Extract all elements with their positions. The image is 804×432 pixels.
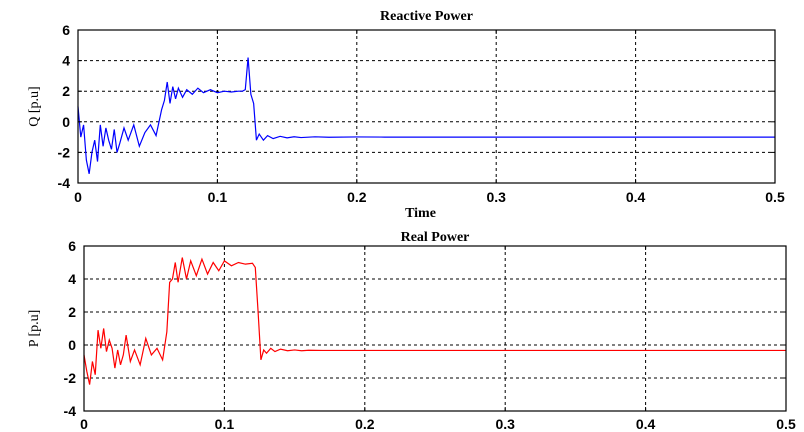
plot-frame xyxy=(83,245,787,412)
y-tick-label: 0 xyxy=(68,337,76,353)
series-line xyxy=(77,57,775,174)
x-tick-label: 0.2 xyxy=(347,189,367,205)
y-axis-label: P [p.u] xyxy=(27,310,42,348)
y-tick-label: 2 xyxy=(62,83,70,99)
y-tick-label: -2 xyxy=(58,144,71,160)
chart-title: Real Power xyxy=(401,230,470,245)
x-tick-label: 0.3 xyxy=(495,416,515,432)
x-axis-label: Time xyxy=(405,206,436,221)
y-tick-label: -4 xyxy=(58,175,71,191)
y-tick-label: 4 xyxy=(62,53,70,69)
y-tick-label: 0 xyxy=(62,114,70,130)
chart-title: Reactive Power xyxy=(380,9,473,24)
series-line xyxy=(83,257,786,385)
x-tick-label: 0.4 xyxy=(636,416,656,432)
y-tick-label: 2 xyxy=(68,304,76,320)
x-tick-label: 0.5 xyxy=(776,416,796,432)
x-tick-label: 0 xyxy=(74,189,82,205)
y-tick-label: -4 xyxy=(64,403,77,419)
x-tick-label: 0.5 xyxy=(765,189,785,205)
plot-frame xyxy=(77,29,776,184)
x-tick-label: 0.1 xyxy=(208,189,228,205)
y-tick-label: 4 xyxy=(68,271,76,287)
x-tick-label: 0 xyxy=(80,416,88,432)
y-tick-label: 6 xyxy=(62,22,70,38)
x-tick-label: 0.1 xyxy=(215,416,235,432)
x-tick-label: 0.4 xyxy=(626,189,646,205)
chart-1: 0 0.1 0.2 0.3 0.4 0.5 6 4 2 0 -2 -4 Real Power P [p.u… xyxy=(27,230,796,432)
y-tick-label: 6 xyxy=(68,238,76,254)
y-tick-label: -2 xyxy=(64,370,77,386)
x-tick-label: 0.3 xyxy=(486,189,506,205)
x-tick-label: 0.2 xyxy=(355,416,375,432)
chart-0: 0 0.1 0.2 0.3 0.4 0.5 6 4 2 0 -2 -4 Reactive Power Ti… xyxy=(27,9,785,221)
y-axis-label: Q [p.u] xyxy=(27,86,42,126)
